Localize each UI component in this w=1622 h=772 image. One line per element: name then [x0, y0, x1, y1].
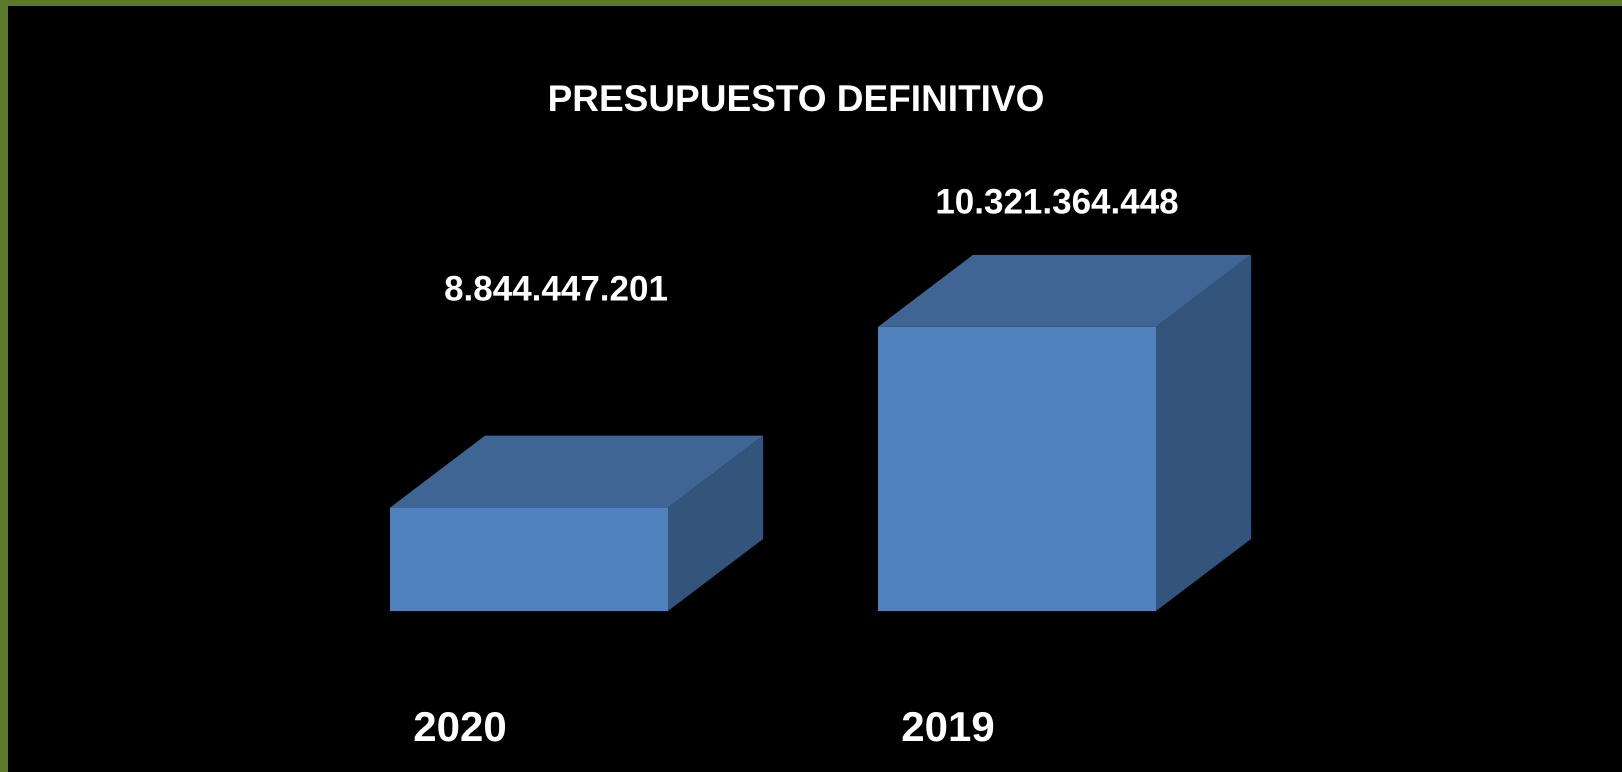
bar-side [668, 435, 763, 611]
bar-side [1156, 254, 1251, 611]
bar-front [390, 507, 668, 611]
bar-front [878, 326, 1156, 611]
bar-top [878, 254, 1251, 327]
value-label: 10.321.364.448 [935, 182, 1178, 221]
value-label: 8.844.447.201 [444, 269, 668, 308]
bar [878, 254, 1251, 611]
x-tick-label: 2019 [901, 703, 994, 750]
background [8, 6, 1622, 772]
chart-title: PRESUPUESTO DEFINITIVO [548, 78, 1045, 119]
x-tick-label: 2020 [413, 703, 506, 750]
bar [390, 435, 763, 611]
bar-top [390, 435, 763, 508]
